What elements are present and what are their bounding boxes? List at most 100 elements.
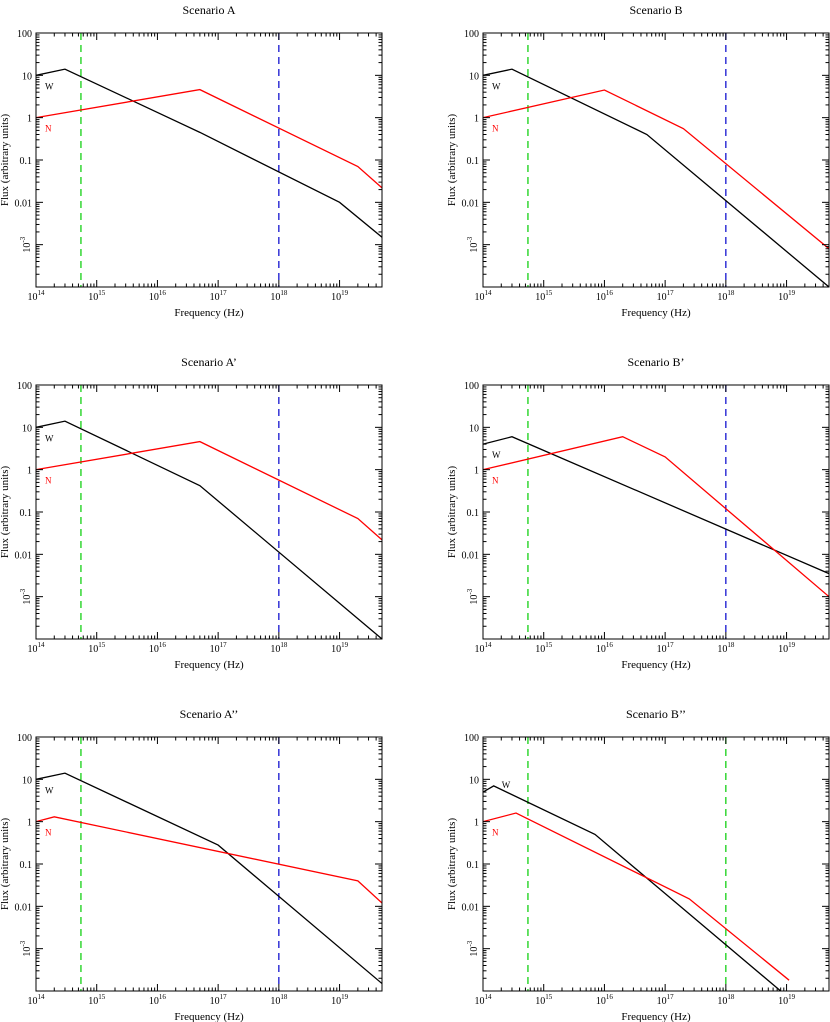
series-line-N [483, 812, 790, 981]
x-tick-label: 1018 [270, 993, 288, 1007]
y-tick-label: 0.01 [15, 550, 33, 561]
x-tick-label: 1016 [149, 289, 167, 303]
plot-area [36, 33, 382, 287]
x-tick-label: 1014 [28, 993, 46, 1007]
y-tick-label: 10-3 [19, 940, 33, 956]
y-tick-label: 1 [474, 114, 479, 125]
y-tick-label: 100 [464, 29, 479, 40]
x-tick-label: 1019 [778, 641, 796, 655]
y-axis-label: Flux (arbitrary units) [0, 114, 11, 207]
y-tick-label: 1 [27, 114, 32, 125]
plot-area [483, 33, 829, 287]
x-tick-label: 1017 [657, 289, 675, 303]
x-tick-label: 1019 [331, 993, 349, 1007]
series-label-N: N [492, 828, 499, 838]
series-label-N: N [45, 124, 52, 134]
y-tick-label: 1 [27, 466, 32, 477]
chart-title: Scenario B [630, 3, 683, 17]
chart-panel-4: Scenario B’ Frequency (Hz) Flux (arbitrary… [446, 355, 830, 671]
x-tick-label: 1015 [535, 993, 553, 1007]
y-tick-label: 0.01 [15, 902, 33, 913]
x-axis-label: Frequency (Hz) [621, 1011, 691, 1022]
y-axis-label: Flux (arbitrary units) [446, 114, 458, 207]
y-tick-label: 0.01 [15, 198, 33, 209]
y-tick-label: 0.1 [20, 860, 33, 871]
x-tick-label: 1018 [717, 641, 735, 655]
x-tick-label: 1014 [28, 289, 46, 303]
x-tick-label: 1014 [28, 641, 46, 655]
x-tick-label: 1015 [535, 289, 553, 303]
x-tick-label: 1016 [596, 641, 614, 655]
x-tick-label: 1017 [210, 641, 228, 655]
chart-title: Scenario B’’ [626, 707, 686, 721]
y-tick-label: 1 [474, 466, 479, 477]
plot-frame [482, 736, 830, 992]
y-tick-label: 0.1 [20, 508, 33, 519]
series-line-W [483, 436, 829, 575]
x-tick-label: 1014 [475, 289, 493, 303]
series-line-W [36, 772, 382, 985]
x-tick-label: 1018 [270, 289, 288, 303]
y-tick-label: 10-3 [466, 236, 480, 252]
chart-panel-5: Scenario A’’ Frequency (Hz) Flux (arbitrar… [0, 707, 383, 1022]
y-tick-label: 100 [464, 381, 479, 392]
x-tick-label: 1018 [270, 641, 288, 655]
series-label-W: W [45, 433, 54, 443]
plot-frame [482, 384, 830, 640]
plot-frame [35, 736, 383, 992]
x-tick-label: 1017 [657, 993, 675, 1007]
plot-area [36, 385, 382, 639]
plot-area [483, 385, 829, 639]
y-tick-label: 0.1 [467, 156, 480, 167]
series-line-W [36, 68, 382, 238]
series-label-W: W [492, 450, 501, 460]
y-tick-label: 10-3 [466, 940, 480, 956]
series-line-W [483, 68, 829, 287]
y-tick-label: 100 [17, 29, 32, 40]
y-tick-label: 10-3 [466, 588, 480, 604]
y-tick-label: 10-3 [19, 236, 33, 252]
y-axis-label: Flux (arbitrary units) [446, 818, 458, 911]
y-tick-label: 0.01 [462, 902, 480, 913]
y-tick-label: 10 [22, 71, 32, 82]
x-tick-label: 1017 [210, 289, 228, 303]
chart-panel-3: Scenario A’ Frequency (Hz) Flux (arbitrary… [0, 355, 383, 671]
series-label-N: N [45, 828, 52, 838]
x-tick-label: 1018 [717, 993, 735, 1007]
y-tick-label: 10 [469, 423, 479, 434]
y-tick-label: 100 [17, 381, 32, 392]
chart-panel-1: Scenario A Frequency (Hz) Flux (arbitrary … [0, 3, 383, 319]
y-tick-label: 10 [469, 71, 479, 82]
y-tick-label: 0.1 [467, 860, 480, 871]
y-tick-label: 10-3 [19, 588, 33, 604]
plot-frame [35, 32, 383, 288]
series-label-N: N [492, 124, 499, 134]
x-tick-label: 1016 [596, 289, 614, 303]
y-tick-label: 1 [27, 818, 32, 829]
x-tick-label: 1015 [88, 641, 106, 655]
series-line-N [483, 89, 829, 250]
y-axis-label: Flux (arbitrary units) [0, 818, 11, 911]
chart-panel-6: Scenario B’’ Frequency (Hz) Flux (arbitrar… [446, 707, 830, 1022]
series-line-W [36, 420, 382, 639]
y-axis-label: Flux (arbitrary units) [0, 466, 11, 559]
plot-frame [35, 384, 383, 640]
chart-panel-2: Scenario B Frequency (Hz) Flux (arbitrary … [446, 3, 830, 319]
chart-title: Scenario A [183, 3, 236, 17]
x-axis-label: Frequency (Hz) [174, 659, 244, 671]
x-tick-label: 1017 [210, 993, 228, 1007]
x-axis-label: Frequency (Hz) [174, 307, 244, 319]
y-tick-label: 100 [464, 733, 479, 744]
y-tick-label: 100 [17, 733, 32, 744]
series-line-N [36, 816, 382, 904]
x-tick-label: 1014 [475, 993, 493, 1007]
x-tick-label: 1019 [778, 993, 796, 1007]
x-axis-label: Frequency (Hz) [174, 1011, 244, 1022]
series-line-W [483, 785, 782, 991]
plot-area [36, 737, 382, 991]
y-tick-label: 10 [22, 775, 32, 786]
x-tick-label: 1019 [331, 289, 349, 303]
x-tick-label: 1016 [149, 641, 167, 655]
y-tick-label: 0.01 [462, 550, 480, 561]
